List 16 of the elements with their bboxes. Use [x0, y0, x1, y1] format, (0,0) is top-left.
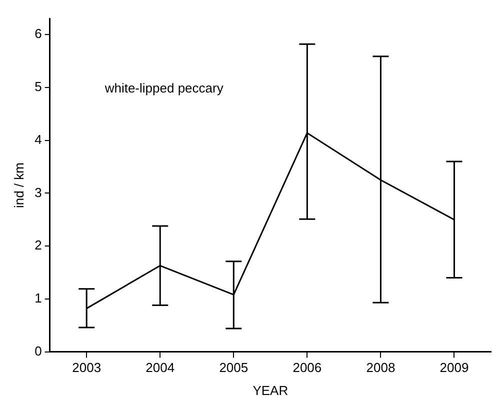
x-tick-label: 2004 — [146, 360, 175, 376]
y-tick-label: 5 — [34, 79, 42, 94]
y-tick-label: 3 — [34, 184, 42, 200]
y-tick-label: 0 — [34, 343, 42, 358]
x-tick-label: 2003 — [72, 360, 102, 376]
y-tick-label: 4 — [34, 132, 42, 147]
x-tick-label: 2005 — [219, 360, 248, 376]
x-tick-label: 2008 — [366, 360, 396, 376]
x-tick-label: 2009 — [440, 360, 469, 376]
y-tick-label: 1 — [34, 290, 42, 306]
x-tick-label: 2006 — [292, 360, 322, 376]
y-axis-title: ind / km — [11, 162, 26, 208]
y-tick-label: 6 — [34, 26, 42, 42]
annotation: white-lipped peccary — [104, 80, 224, 96]
y-tick-label: 2 — [34, 238, 42, 253]
x-axis-title: YEAR — [252, 382, 288, 398]
